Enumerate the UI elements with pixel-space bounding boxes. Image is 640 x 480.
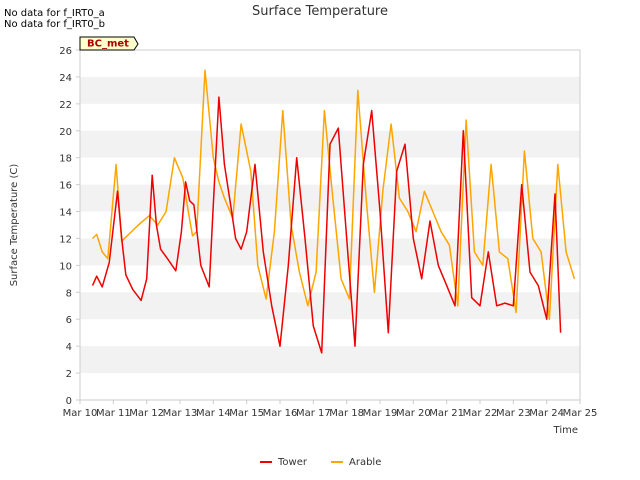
y-tick-label: 16 — [59, 181, 72, 192]
badge-shape — [79, 36, 139, 51]
y-tick-label: 20 — [59, 127, 72, 138]
x-tick-label: Mar 17 — [296, 408, 331, 419]
x-tick-label: Mar 15 — [229, 408, 264, 419]
y-tick-label: 24 — [59, 73, 72, 84]
series-line-arable — [91, 69, 576, 320]
no-data-note-b: No data for f_IRT0_b — [4, 19, 105, 30]
note-list: No data for f_IRT0_a No data for f_IRT0_… — [4, 8, 105, 30]
y-tick-label: 8 — [66, 288, 72, 299]
x-tick-label: Mar 11 — [96, 408, 131, 419]
y-tick-label: 4 — [66, 342, 72, 353]
x-tick-label: Mar 12 — [129, 408, 164, 419]
y-tick-label: 18 — [59, 154, 72, 165]
legend-label-arable: Arable — [349, 457, 381, 468]
background-band — [80, 238, 580, 266]
y-tick-label: 14 — [59, 208, 72, 219]
background-band — [80, 76, 580, 104]
x-tick-label: Mar 13 — [163, 408, 198, 419]
x-tick-label: Mar 16 — [263, 408, 298, 419]
y-tick-label: 2 — [66, 369, 72, 380]
y-tick-label: 22 — [59, 100, 72, 111]
badge-label: BC_met — [87, 39, 129, 50]
x-tick-label: Mar 25 — [563, 408, 598, 419]
y-tick-label: 10 — [59, 261, 72, 272]
plot-frame — [79, 49, 581, 401]
background-band — [80, 292, 580, 320]
x-tick-label: Mar 21 — [429, 408, 464, 419]
chart-title: Surface Temperature — [252, 4, 388, 19]
x-tick-label: Mar 14 — [196, 408, 231, 419]
x-tick-label: Mar 10 — [63, 408, 98, 419]
x-tick-label: Mar 24 — [529, 408, 564, 419]
x-tick-label: Mar 18 — [329, 408, 364, 419]
x-tick-label: Mar 23 — [496, 408, 531, 419]
x-tick-label: Mar 22 — [463, 408, 498, 419]
y-tick-label: 0 — [66, 396, 72, 407]
series-line-tower — [91, 96, 562, 354]
x-tick-label: Mar 20 — [396, 408, 431, 419]
y-axis-label: Surface Temperature (C) — [9, 164, 20, 287]
x-tick-label: Mar 19 — [363, 408, 398, 419]
y-tick-label: 26 — [59, 46, 72, 57]
background-band — [80, 184, 580, 212]
series-lines — [91, 69, 576, 354]
background-band — [80, 346, 580, 374]
y-tick-label: 12 — [59, 234, 72, 245]
legend-label-tower: Tower — [277, 457, 308, 468]
station-badge: BC_met — [79, 36, 139, 51]
no-data-note-a: No data for f_IRT0_a — [4, 8, 105, 19]
legend: Tower Arable — [260, 457, 381, 468]
y-tick-label: 6 — [66, 315, 72, 326]
background-bands — [80, 76, 580, 374]
x-axis-label: Time — [553, 425, 578, 436]
